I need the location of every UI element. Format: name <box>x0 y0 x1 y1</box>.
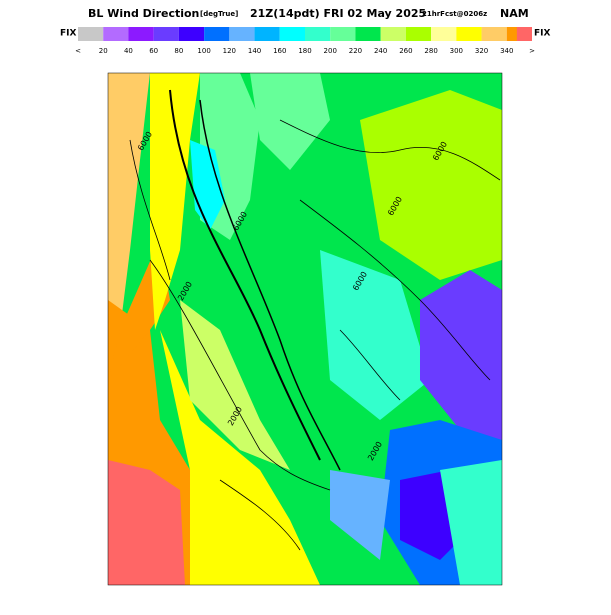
legend-swatch <box>229 27 255 41</box>
region <box>180 300 290 470</box>
legend-label: 260 <box>399 47 412 55</box>
legend-swatch <box>254 27 280 41</box>
legend: <20 40 60 80 100 120 140 160 180 200 220 240 260 280 3… <box>75 27 535 55</box>
legend-swatch <box>279 27 305 41</box>
legend-label: 80 <box>174 47 183 55</box>
legend-swatch <box>516 27 532 41</box>
model: NAM <box>500 7 529 20</box>
region <box>250 73 330 170</box>
legend-swatch <box>178 27 205 41</box>
legend-swatch <box>153 27 179 41</box>
legend-label: 220 <box>349 47 362 55</box>
legend-label: 120 <box>223 47 236 55</box>
legend-label: 180 <box>298 47 311 55</box>
legend-swatch <box>204 27 230 41</box>
legend-swatch <box>380 27 406 41</box>
legend-label: 240 <box>374 47 387 55</box>
region <box>160 330 320 585</box>
legend-swatch <box>405 27 432 41</box>
legend-swatch <box>78 27 104 41</box>
legend-label: 100 <box>197 47 210 55</box>
units: [degTrue] <box>200 10 238 18</box>
legend-label: 200 <box>324 47 337 55</box>
region <box>440 460 502 585</box>
legend-swatch <box>431 27 457 41</box>
legend-label: 20 <box>99 47 108 55</box>
legend-label: 40 <box>124 47 133 55</box>
legend-label: 160 <box>273 47 286 55</box>
legend-label: > <box>529 47 535 55</box>
legend-swatch <box>330 27 356 41</box>
title: BL Wind Direction <box>88 7 199 20</box>
forecast: 21hrFcst@0206z <box>422 10 487 18</box>
legend-swatch <box>103 27 129 41</box>
region <box>320 250 430 420</box>
legend-swatch <box>128 27 154 41</box>
legend-label: 300 <box>450 47 463 55</box>
legend-swatch <box>305 27 331 41</box>
region <box>108 73 150 380</box>
legend-swatch <box>456 27 482 41</box>
legend-label: 60 <box>149 47 158 55</box>
legend-fix-left: FIX <box>60 29 76 39</box>
region <box>108 460 185 585</box>
legend-label: 320 <box>475 47 488 55</box>
time: 21Z(14pdt) FRI 02 May 2025 <box>250 7 426 20</box>
legend-label: 340 <box>500 47 513 55</box>
legend-fix-right: FIX <box>534 29 550 39</box>
legend-swatch <box>355 27 381 41</box>
legend-swatch <box>481 27 507 41</box>
region <box>360 90 502 280</box>
region <box>330 470 390 560</box>
legend-label: 280 <box>424 47 437 55</box>
legend-label: 140 <box>248 47 261 55</box>
region <box>150 73 200 330</box>
contours <box>129 89 501 551</box>
legend-label: < <box>75 47 81 55</box>
region <box>420 270 502 440</box>
map-frame <box>107 72 503 586</box>
